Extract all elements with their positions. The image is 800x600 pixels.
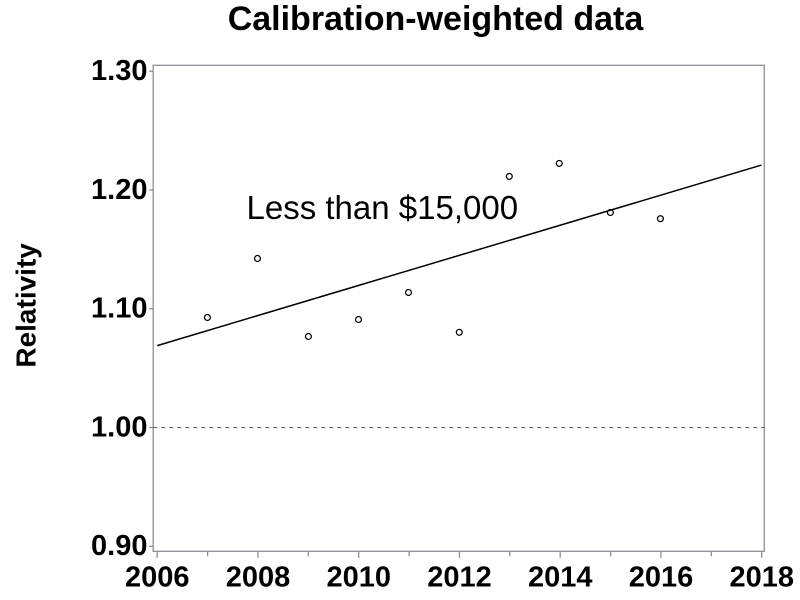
svg-text:Relativity: Relativity: [11, 243, 42, 368]
svg-text:2018: 2018: [729, 562, 794, 594]
svg-text:2010: 2010: [326, 562, 391, 594]
svg-text:1.20: 1.20: [91, 174, 147, 206]
svg-text:2016: 2016: [629, 562, 694, 594]
svg-text:2014: 2014: [528, 562, 593, 594]
svg-text:1.00: 1.00: [91, 411, 147, 443]
svg-text:2008: 2008: [226, 562, 291, 594]
svg-text:1.10: 1.10: [91, 293, 147, 325]
svg-text:0.90: 0.90: [91, 530, 147, 562]
svg-text:1.30: 1.30: [91, 55, 147, 87]
svg-text:Less than $15,000: Less than $15,000: [247, 189, 519, 226]
svg-text:2006: 2006: [125, 562, 190, 594]
svg-text:2012: 2012: [427, 562, 492, 594]
svg-text:Calibration-weighted data: Calibration-weighted data: [228, 0, 645, 38]
